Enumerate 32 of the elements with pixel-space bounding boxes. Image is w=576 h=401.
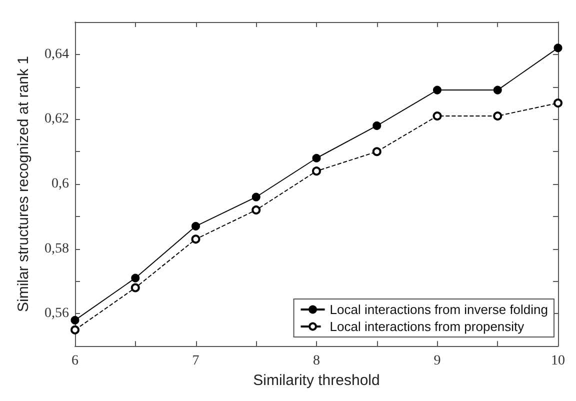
y-tick-label: 0,62 [44,112,69,127]
point [191,234,200,244]
x-tick-label: 8 [313,354,320,369]
point [372,147,382,156]
point [372,121,382,130]
y-tick-label: 0,64 [44,46,69,62]
x-tick-label: 7 [192,354,200,369]
point [192,222,200,230]
y-axis-title: Similar structures recognized at rank 1 [15,56,32,312]
y-tick-label: 0,6 [52,176,69,192]
point [252,192,260,202]
point [433,86,442,94]
x-axis-title: Similarity threshold [253,372,380,389]
x-tick-label: 9 [434,354,441,369]
point [70,316,80,324]
x-tick-label: 6 [72,354,78,369]
point [432,111,442,120]
y-tick-label: 0,58 [44,241,69,256]
point [70,325,80,334]
point [312,166,321,176]
y-tick-label: 0,56 [44,306,69,322]
point [554,44,562,52]
point [554,98,562,108]
legend-label: Local interactions from propensity [330,319,525,334]
point [130,283,140,292]
point [252,205,261,214]
x-tick-label: 10 [551,354,565,369]
point [493,86,502,94]
point [131,274,140,282]
legend-label: Local interactions from inverse folding [330,302,548,317]
point [493,111,502,120]
point [312,154,321,162]
